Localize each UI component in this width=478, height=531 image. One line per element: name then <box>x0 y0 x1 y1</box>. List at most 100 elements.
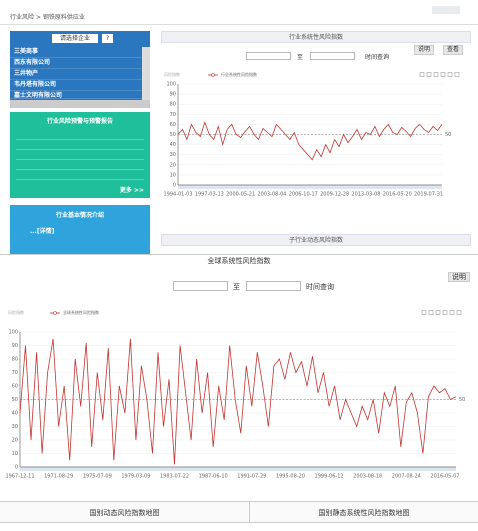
toolbar-icon <box>447 72 453 77</box>
y-tick-label: 90 <box>170 92 176 98</box>
scrollbar[interactable] <box>10 100 150 108</box>
y-axis-name: 风险指数 <box>8 309 24 315</box>
query-button[interactable]: 时间查询 <box>365 54 390 61</box>
crumb: 钢铁原料供应业 <box>42 14 85 21</box>
crumb[interactable]: 行业风险 <box>10 14 35 21</box>
y-axis-name: 风险指数 <box>164 71 180 77</box>
x-tick-label: 1979-03-09 <box>121 474 150 480</box>
view-button[interactable]: 查看 <box>443 45 464 55</box>
company[interactable]: 嘉士文明有限公司 <box>10 91 142 99</box>
list-lines <box>16 130 144 186</box>
company-panel: 请选择企业 ? 三美商事 西东有限公司 三井物产 韦丹塔有限公司 嘉士文明有限公… <box>10 31 150 108</box>
toolbar-icon <box>435 310 441 315</box>
footer: 国别动态风险指数地图 国别静态系统性风险指数地图 <box>0 501 478 523</box>
x-tick-label: 1994-01-03 <box>163 192 192 198</box>
company[interactable]: 三美商事 <box>10 47 142 58</box>
y-tick-label: 0 <box>173 183 176 189</box>
company[interactable]: 西东有限公司 <box>10 58 142 69</box>
chart: 风险指数 0 10 20 30 40 50 60 70 80 90 100 1967-12-11 1971… <box>6 309 465 480</box>
y-tick-label: 60 <box>170 122 176 128</box>
x-tick-label: 1971-08-29 <box>44 474 73 480</box>
line <box>19 338 457 465</box>
reference-label: 50 <box>459 397 465 403</box>
x-tick-label: 2016-05-07 <box>430 474 459 480</box>
y-tick-label: 0 <box>15 465 18 471</box>
y-tick-label: 10 <box>170 172 176 178</box>
x-tick-label: 1999-06-12 <box>315 474 344 480</box>
chart: 风险指数 0 10 20 30 40 50 60 70 80 90 100 1994-01-03 1997… <box>163 71 460 198</box>
x-tick-label: 2000-05-21 <box>226 192 255 198</box>
x-tick-label: 1997-03-13 <box>195 192 224 198</box>
panel-title: 行业基本情况介绍 <box>55 212 104 219</box>
global-panel <box>0 254 478 500</box>
x-tick-label: 1975-07-09 <box>83 474 112 480</box>
toolbar-icon <box>433 72 439 77</box>
y-tick-label: 40 <box>12 411 18 417</box>
map-link[interactable]: 国别静态系统性风险指数地图 <box>318 509 410 517</box>
toolbar-icon <box>426 72 432 77</box>
to-label: 至 <box>233 283 240 291</box>
detail-link[interactable]: ...[详情] <box>30 228 55 235</box>
y-tick-label: 70 <box>170 112 176 118</box>
map-link[interactable]: 国别动态风险指数地图 <box>89 509 160 517</box>
explain-button[interactable]: 说明 <box>448 272 470 282</box>
legend-label: 全球系统性风险指数 <box>63 309 99 315</box>
query-button[interactable]: 时间查询 <box>306 283 334 291</box>
x-tick-label: 1991-07-29 <box>237 474 266 480</box>
button[interactable]: ? <box>102 34 113 43</box>
x-tick-label: 1983-07-22 <box>160 474 189 480</box>
company[interactable]: 三井物产 <box>10 69 142 80</box>
x-tick-label: 2003-08-04 <box>257 192 286 198</box>
y-tick-label: 10 <box>12 451 18 457</box>
y-tick-label: 100 <box>8 330 18 336</box>
x-tick-label: 2013-03-08 <box>351 192 380 198</box>
panel-header: 行业系统性风险指数 <box>161 31 471 43</box>
sep: > <box>35 14 41 21</box>
y-tick-label: 60 <box>12 384 18 390</box>
legend-label: 行业系统性风险指数 <box>221 71 257 77</box>
y-tick-label: 30 <box>170 152 176 158</box>
breadcrumb: 行业风险 > 钢铁原料供应业 <box>10 12 85 21</box>
panel-header: 子行业动态风险指数 <box>161 234 471 246</box>
x-axis-band <box>178 185 442 189</box>
y-tick-label: 100 <box>166 82 176 88</box>
date-input[interactable] <box>246 52 291 60</box>
toolbar-icon <box>442 310 448 315</box>
x-tick-label: 1967-12-11 <box>6 474 35 480</box>
toolbar-icon <box>428 310 434 315</box>
toolbar-icon <box>440 72 446 77</box>
legend-swatch <box>211 73 215 77</box>
x-tick-label: 1995-08-20 <box>276 474 305 480</box>
divider <box>249 502 250 523</box>
divider <box>0 24 478 25</box>
top-button[interactable] <box>432 6 460 14</box>
x-tick-label: 1987-06-10 <box>199 474 228 480</box>
date-input[interactable] <box>310 52 355 60</box>
y-tick-label: 50 <box>12 397 18 403</box>
y-tick-label: 80 <box>12 357 18 363</box>
toolbar-icon <box>454 72 460 77</box>
company[interactable]: 韦丹塔有限公司 <box>10 80 142 91</box>
toolbar-icon <box>419 72 425 77</box>
to-label: 至 <box>297 54 304 61</box>
scrollbar[interactable] <box>142 47 150 100</box>
x-tick-label: 2019-07-31 <box>414 192 443 198</box>
date-input[interactable] <box>173 281 228 291</box>
explain-button[interactable]: 说明 <box>414 45 435 55</box>
y-tick-label: 20 <box>12 438 18 444</box>
more-link[interactable]: 更多 >> <box>119 187 144 194</box>
panel-title: 全球系统性风险指数 <box>207 257 271 265</box>
warning-panel: 行业风险预警与预警报告 更多 >> <box>10 112 150 198</box>
x-tick-label: 2009-12-28 <box>320 192 349 198</box>
select[interactable]: 请选择企业 <box>52 34 98 43</box>
intro-panel: 行业基本情况介绍 ...[详情] <box>10 205 150 263</box>
reference-label: 50 <box>445 132 451 138</box>
y-tick-label: 20 <box>170 162 176 168</box>
company-list: 三美商事 西东有限公司 三井物产 韦丹塔有限公司 嘉士文明有限公司 <box>10 47 142 99</box>
toolbar-icon <box>421 310 427 315</box>
y-tick-label: 50 <box>170 132 176 138</box>
toolbar-icon <box>449 310 455 315</box>
y-tick-label: 30 <box>12 424 18 430</box>
date-input[interactable] <box>246 281 301 291</box>
